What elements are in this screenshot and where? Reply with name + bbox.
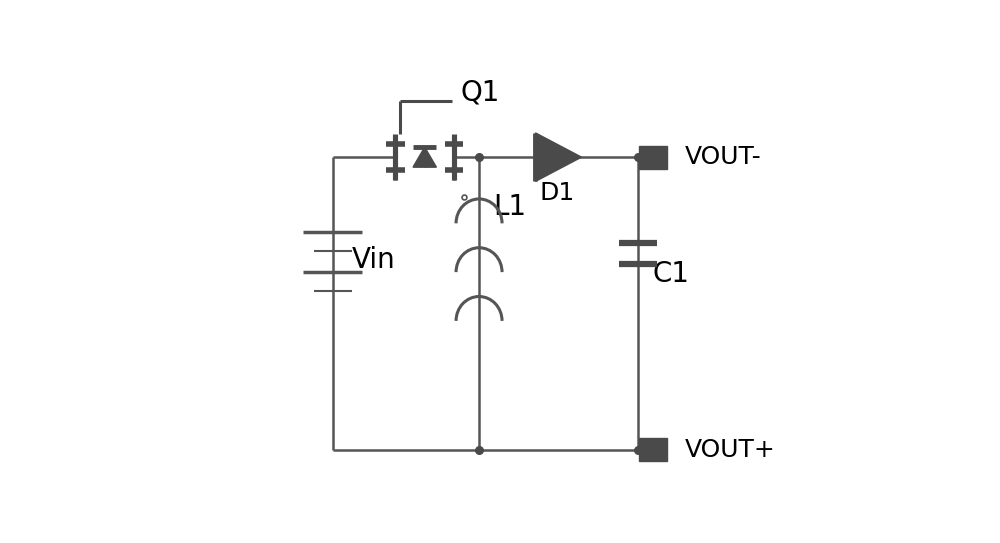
Text: VOUT+: VOUT+ — [685, 438, 776, 462]
Text: Vin: Vin — [352, 245, 395, 274]
FancyBboxPatch shape — [639, 146, 667, 169]
Text: D1: D1 — [540, 181, 575, 205]
Polygon shape — [535, 133, 581, 181]
FancyBboxPatch shape — [639, 438, 667, 462]
Text: Q1: Q1 — [460, 78, 500, 106]
Text: VOUT-: VOUT- — [685, 145, 762, 169]
Text: L1: L1 — [494, 193, 527, 222]
Text: C1: C1 — [653, 260, 690, 288]
Polygon shape — [413, 147, 436, 167]
